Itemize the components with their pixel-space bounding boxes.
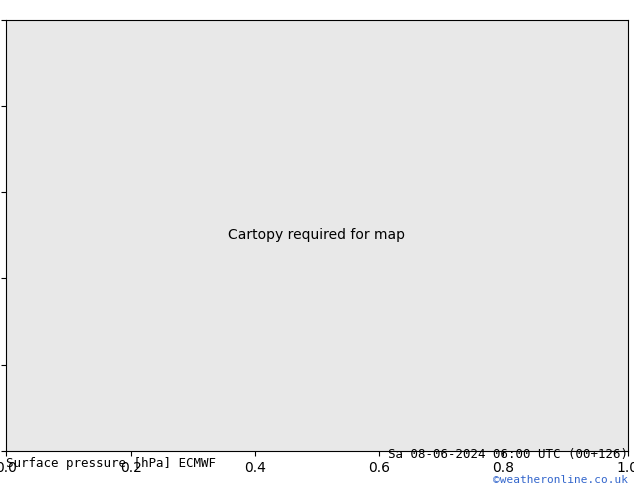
- Text: Cartopy required for map: Cartopy required for map: [228, 228, 406, 242]
- Text: ©weatheronline.co.uk: ©weatheronline.co.uk: [493, 475, 628, 485]
- Text: Sa 08-06-2024 06:00 UTC (00+126): Sa 08-06-2024 06:00 UTC (00+126): [387, 447, 628, 461]
- Text: Surface pressure [hPa] ECMWF: Surface pressure [hPa] ECMWF: [6, 457, 216, 470]
